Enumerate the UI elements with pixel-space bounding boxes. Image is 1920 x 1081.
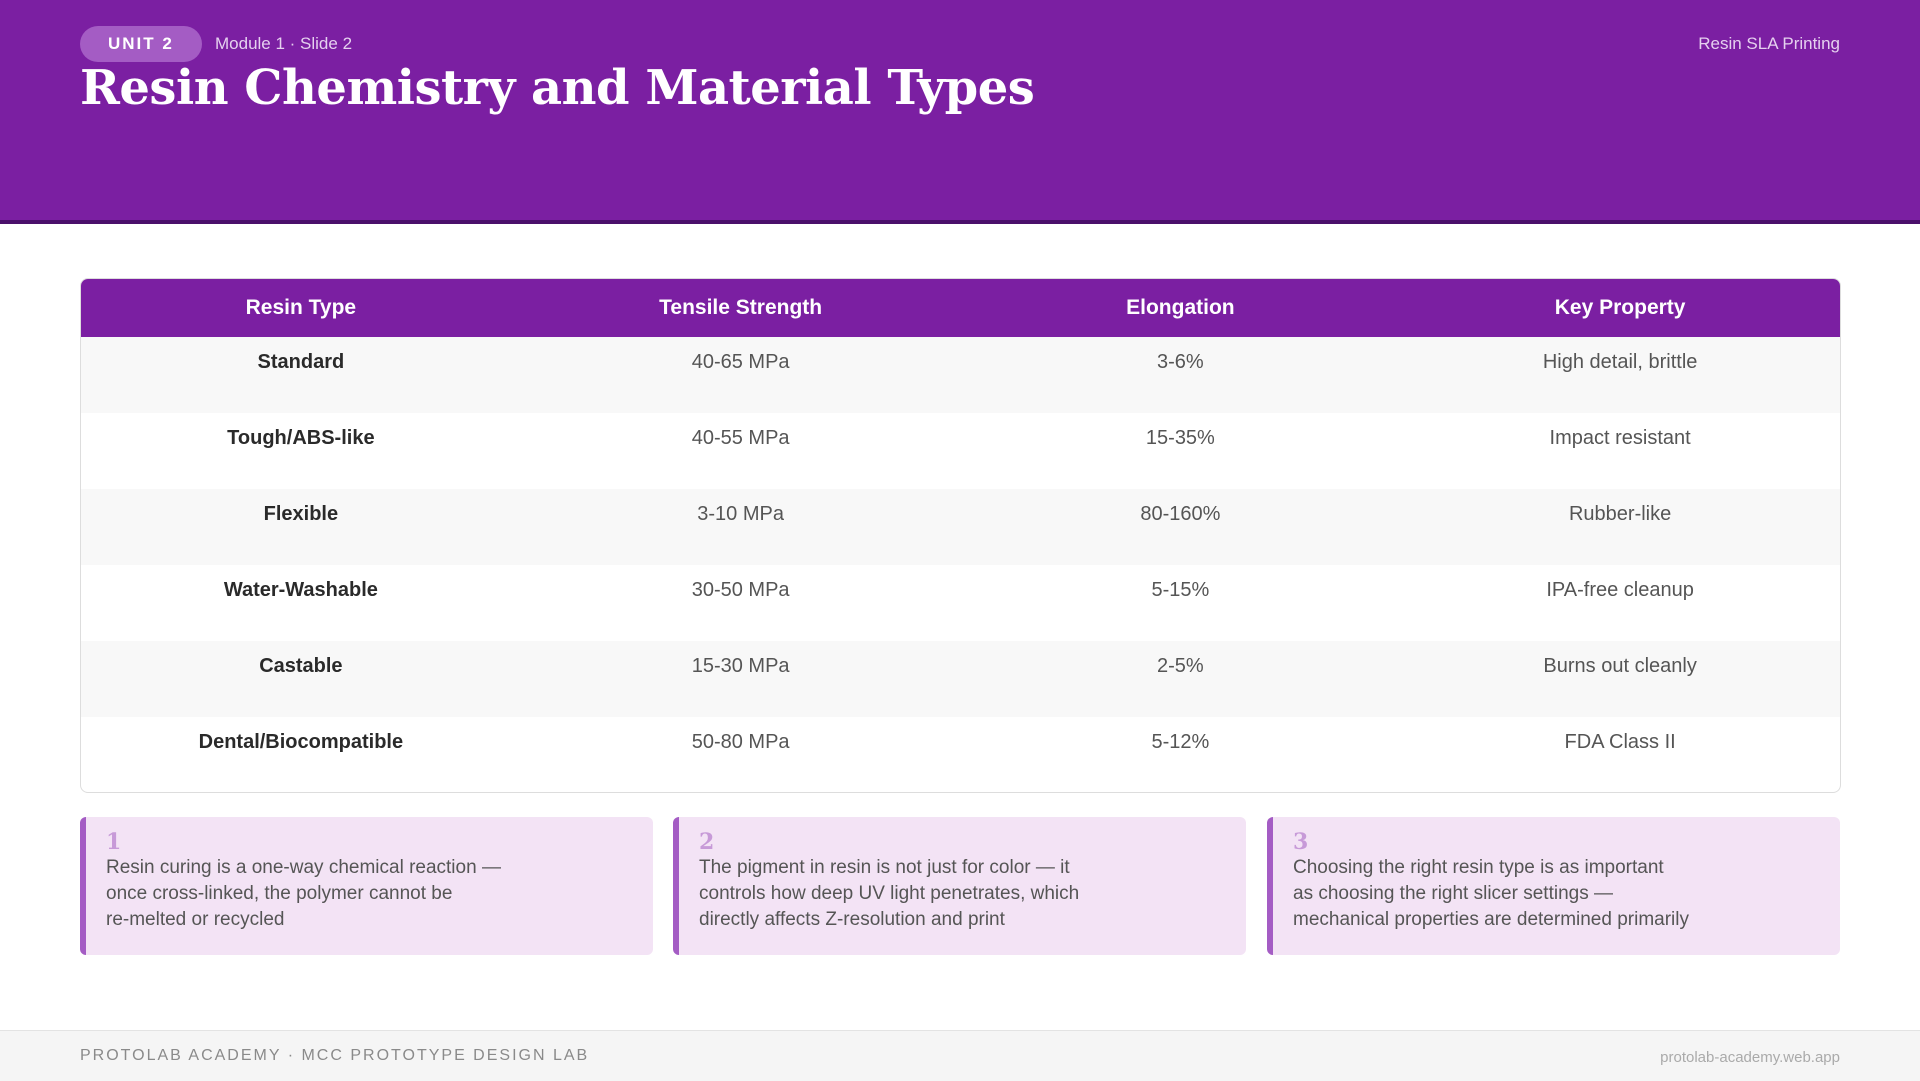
- card-text: Resin curing is a one-way chemical react…: [106, 857, 501, 930]
- breadcrumb: Module 1 · Slide 2: [215, 34, 353, 53]
- table-cell: Dental/Biocompatible: [198, 731, 404, 753]
- table-row: Flexible 3-10 MPa 80-160% Rubber-like: [81, 489, 1840, 565]
- table-cell: 5-15%: [1151, 579, 1210, 601]
- table-row: Tough/ABS-like 40-55 MPa 15-35% Impact resi…: [81, 413, 1840, 489]
- header-row: Resin Type Tensile Strength Elongation Key …: [81, 279, 1840, 337]
- table-cell: 50-80 MPa: [691, 731, 790, 753]
- card-number: 3: [1293, 829, 1309, 855]
- table-cell: Castable: [81, 641, 521, 717]
- footer: PROTOLAB ACADEMY · MCC PROTOTYPE DESIGN …: [0, 1030, 1920, 1081]
- table-row: Dental/Biocompatible 50-80 MPa 5-12% FDA Cl…: [81, 717, 1840, 792]
- unit-badge: UNIT 2: [80, 26, 202, 62]
- table-cell: Standard: [81, 337, 521, 413]
- table-cell: Rubber-like: [1400, 489, 1840, 565]
- column-header: Elongation: [960, 279, 1401, 337]
- table-cell: 30-50 MPa: [691, 579, 790, 601]
- column-header: Resin Type: [81, 279, 521, 337]
- table-cell: Burns out cleanly: [1400, 641, 1840, 717]
- header: UNIT 2 Module 1 · Slide 2 Resin SLA Prin…: [0, 0, 1920, 224]
- resin-table: Resin Type Tensile Strength Elongation Key …: [81, 279, 1840, 792]
- table-cell: 40-55 MPa: [691, 427, 790, 449]
- table-row: Water-Washable 30-50 MPa 5-15% IPA-free cle…: [81, 565, 1840, 641]
- column-header: Key Property: [1400, 279, 1840, 337]
- card-text: The pigment in resin is not just for col…: [699, 857, 1080, 930]
- table-row: Castable 15-30 MPa 2-5% Burns out cleanly: [81, 641, 1840, 717]
- card-number: 2: [699, 829, 715, 855]
- table-cell: 40-65 MPa: [520, 337, 961, 413]
- table-cell: Tough/ABS-like: [227, 427, 375, 449]
- table-cell: High detail, brittle: [1400, 337, 1840, 413]
- table-cell: Flexible: [81, 489, 521, 565]
- topic: Resin SLA Printing: [1698, 34, 1840, 53]
- insight-card: 1 Resin curing is a one-way chemical reac…: [80, 817, 653, 955]
- table-cell: 3-6%: [960, 337, 1401, 413]
- table-cell: IPA-free cleanup: [1546, 579, 1694, 601]
- table-cell: 80-160%: [960, 489, 1401, 565]
- table-cell: 3-10 MPa: [520, 489, 961, 565]
- table-cell: Water-Washable: [223, 579, 378, 601]
- table-cell: 2-5%: [960, 641, 1401, 717]
- table: Resin Type Tensile Strength Elongation Key …: [80, 278, 1841, 793]
- card-number: 1: [106, 829, 122, 855]
- table-cell: FDA Class II: [1564, 731, 1676, 753]
- card-text: Choosing the right resin type is as impo…: [1293, 857, 1690, 930]
- table-cell: 15-30 MPa: [520, 641, 961, 717]
- slide-title: Resin Chemistry and Material Types: [80, 60, 1035, 116]
- footer-url: protolab-academy.web.app: [1660, 1049, 1840, 1066]
- table-row: Standard 40-65 MPa 3-6% High detail, brittl…: [81, 337, 1840, 413]
- column-header: Tensile Strength: [520, 279, 961, 337]
- table-cell: 5-12%: [1151, 731, 1210, 753]
- insight-card: 3 Choosing the right resin type is as imp…: [1267, 817, 1840, 955]
- insight-card: 2 The pigment in resin is not just for co…: [673, 817, 1246, 955]
- table-cell: Impact resistant: [1549, 427, 1691, 449]
- footer-brand: PROTOLAB ACADEMY · MCC PROTOTYPE DESIGN …: [80, 1047, 590, 1064]
- table-cell: 15-35%: [1145, 427, 1215, 449]
